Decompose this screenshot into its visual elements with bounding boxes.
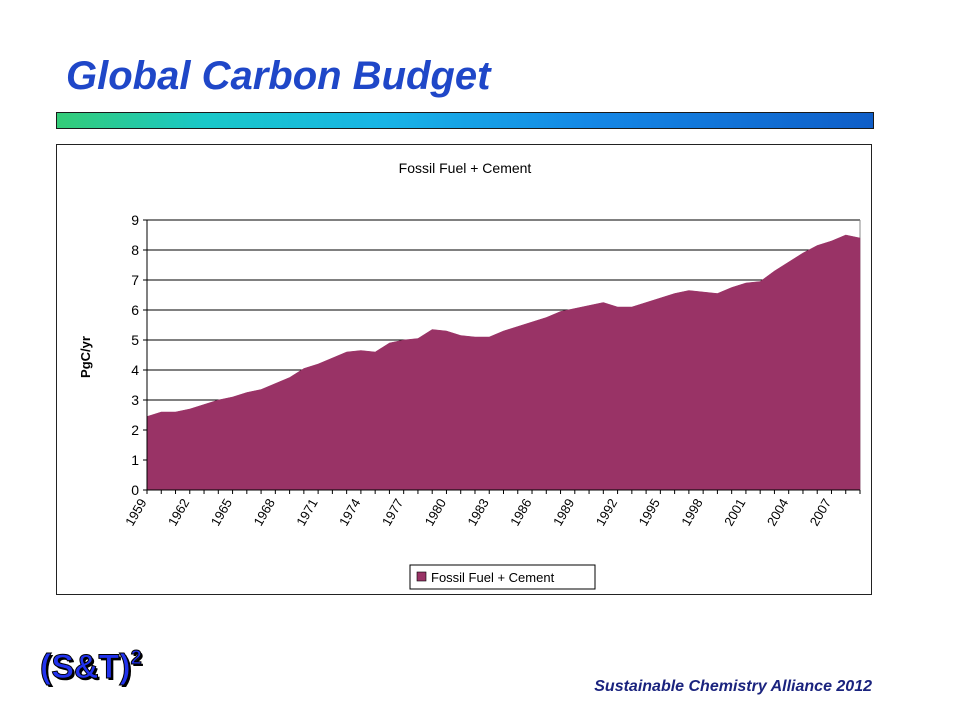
footer-text: Sustainable Chemistry Alliance 2012 [594,678,872,695]
y-tick-label: 5 [131,332,139,348]
y-tick-label: 9 [131,212,139,228]
chart-frame: Fossil Fuel + Cement 0 1 2 3 4 5 6 7 8 9 1959 1962… [56,144,872,595]
x-tick-label: 1977 [379,496,406,529]
y-tick-label: 7 [131,272,139,288]
x-tick-label: 2007 [807,496,834,529]
y-axis-label: PgC/yr [78,336,93,378]
st-squared-logo: (S&T)2 [40,647,143,686]
series-area [146,234,861,491]
x-tick-label: 1959 [122,496,149,529]
axes [143,219,861,494]
x-tick-label: 1965 [208,496,235,529]
fossil-fuel-chart: Fossil Fuel + Cement 0 1 2 3 4 5 6 7 8 9 1959 1962… [78,160,861,590]
y-tick-label: 0 [131,482,139,498]
x-tick-label: 1980 [422,496,449,529]
x-tick-label: 1989 [550,496,577,529]
x-tick-label: 2004 [764,496,791,529]
y-tick-label: 1 [131,452,139,468]
x-tick-label: 1974 [336,496,363,529]
legend: Fossil Fuel + Cement [409,564,596,590]
x-tick-label: 1986 [507,496,534,529]
y-tick-label: 8 [131,242,139,258]
chart-title: Fossil Fuel + Cement [399,160,532,176]
x-tick-label: 1962 [165,496,192,529]
x-tick-label: 1992 [593,496,620,529]
y-tick-label: 3 [131,392,139,408]
x-tick-label: 1971 [293,496,320,529]
x-tick-label: 1968 [250,496,277,529]
area-series [146,234,861,491]
y-tick-labels: 0 1 2 3 4 5 6 7 8 9 [131,212,139,498]
y-tick-label: 6 [131,302,139,318]
y-tick-label: 2 [131,422,139,438]
logo-superscript: 2 [130,647,142,669]
x-tick-label: 2001 [721,496,748,529]
x-tick-labels: 1959 1962 1965 1968 1971 1974 1977 1980 1983 1986… [122,496,834,529]
x-tick-label: 1998 [678,496,705,529]
legend-label: Fossil Fuel + Cement [431,570,555,585]
legend-swatch [416,571,427,582]
slide-title: Global Carbon Budget [66,54,491,98]
legend-box [409,564,596,590]
title-gradient-bar [56,112,874,129]
x-tick-label: 1995 [636,496,663,529]
x-tick-label: 1983 [464,496,491,529]
y-tick-label: 4 [131,362,139,378]
logo-text: (S&T) [40,648,132,686]
